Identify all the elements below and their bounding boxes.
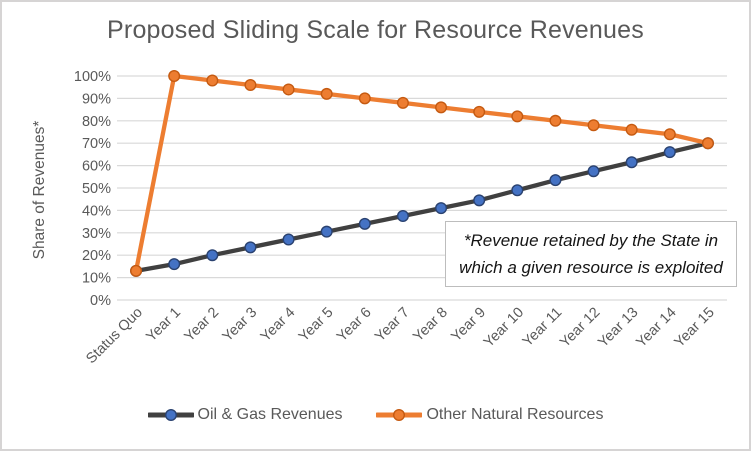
data-point-marker: [244, 78, 257, 91]
data-point-marker: [168, 258, 181, 271]
legend-label-other-resources: Other Natural Resources: [426, 406, 604, 423]
y-tick-label: 0%: [90, 293, 111, 309]
data-point-marker: [282, 83, 295, 96]
y-tick-label: 20%: [82, 248, 111, 264]
data-point-marker: [473, 194, 486, 207]
data-point-marker: [282, 233, 295, 246]
data-point-marker: [358, 92, 371, 105]
data-point-marker: [168, 69, 181, 82]
data-point-marker: [625, 156, 638, 169]
data-point-marker: [473, 105, 486, 118]
x-tick-label: Year 1: [143, 305, 184, 346]
y-tick-label: 50%: [82, 181, 111, 197]
series-line: [133, 73, 711, 274]
chart-legend: Oil & Gas Revenues Other Natural Resourc…: [0, 406, 751, 424]
x-tick-label: Year 12: [557, 305, 603, 351]
data-point-marker: [549, 114, 562, 127]
y-tick-label: 40%: [82, 203, 111, 219]
data-point-marker: [435, 202, 448, 215]
data-point-marker: [663, 128, 676, 141]
y-tick-label: 80%: [82, 114, 111, 130]
data-point-marker: [549, 174, 562, 187]
line-chart-plot-area: 0% 10% 20% 30% 40% 50% 60% 70% 80% 90% 100% Status …: [74, 69, 727, 368]
data-point-marker: [206, 74, 219, 87]
data-point-marker: [130, 264, 143, 277]
legend-item-oil-gas-revenues: Oil & Gas Revenues: [147, 406, 343, 424]
y-tick-label: 60%: [82, 159, 111, 175]
x-tick-label: Year 6: [334, 305, 375, 346]
legend-marker-other-resources: [393, 409, 406, 421]
data-point-marker: [511, 110, 524, 123]
data-point-marker: [435, 101, 448, 114]
x-tick-label: Year 15: [671, 305, 717, 351]
y-tick-label: 90%: [82, 91, 111, 107]
annotation-line-2: which a given resource is exploited: [459, 258, 723, 277]
data-point-marker: [663, 146, 676, 159]
legend-item-other-natural-resources: Other Natural Resources: [376, 406, 603, 424]
x-tick-label: Status Quo: [83, 305, 146, 368]
data-point-marker: [587, 165, 600, 178]
data-point-marker: [320, 225, 333, 238]
legend-label-oil-gas: Oil & Gas Revenues: [197, 406, 343, 423]
annotation-line-1: *Revenue retained by the State in: [463, 231, 719, 250]
y-tick-label: 10%: [82, 271, 111, 287]
legend-marker-oil-gas: [164, 409, 177, 421]
data-point-marker: [511, 184, 524, 197]
y-tick-label: 100%: [74, 69, 111, 85]
x-tick-label: Year 3: [220, 305, 261, 346]
x-tick-label: Year 14: [633, 305, 679, 351]
data-point-marker: [396, 96, 409, 109]
series-line: [133, 141, 711, 274]
data-point-marker: [244, 241, 257, 254]
data-point-marker: [396, 209, 409, 222]
data-point-marker: [358, 217, 371, 230]
data-point-marker: [587, 119, 600, 132]
data-point-marker: [625, 123, 638, 136]
x-tick-label: Year 4: [258, 305, 299, 346]
x-tick-label: Year 8: [410, 305, 451, 346]
y-tick-label: 30%: [82, 226, 111, 242]
x-tick-label: Year 10: [481, 305, 527, 351]
legend-swatch-other-resources: [376, 409, 423, 421]
x-tick-label: Year 13: [595, 305, 641, 351]
annotation-box: *Revenue retained by the State in which …: [445, 221, 737, 287]
data-point-marker: [701, 137, 714, 150]
chart-title: Proposed Sliding Scale for Resource Reve…: [107, 16, 644, 44]
data-point-marker: [206, 249, 219, 262]
legend-swatch-oil-gas: [147, 409, 194, 421]
y-tick-label: 70%: [82, 136, 111, 152]
x-tick-label: Year 11: [520, 305, 566, 351]
x-tick-label: Year 7: [372, 305, 413, 346]
x-tick-label: Year 2: [182, 305, 223, 346]
data-point-marker: [320, 87, 333, 100]
x-tick-label: Year 5: [296, 305, 337, 346]
